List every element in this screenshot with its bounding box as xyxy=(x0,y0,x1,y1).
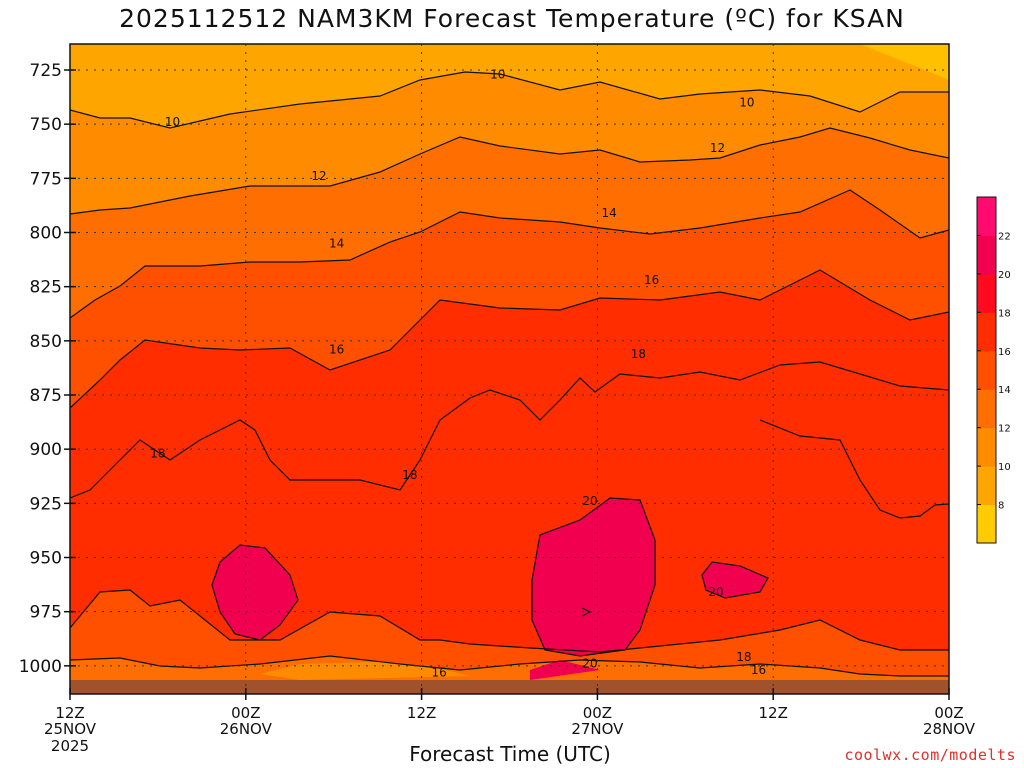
x-tick-label-0: 12Z xyxy=(55,704,84,722)
colorbar-segment-0 xyxy=(977,504,996,544)
colorbar-label-16: 16 xyxy=(998,347,1011,358)
colorbar-segment-8 xyxy=(977,197,996,236)
isotherm-20-right xyxy=(701,561,769,599)
y-tick-label-875: 875 xyxy=(30,386,62,406)
y-tick-label-975: 975 xyxy=(30,603,62,623)
x-tick-label-2: 12Z xyxy=(407,704,436,722)
colorbar-segment-3 xyxy=(977,389,996,429)
x-tick-date-3: 27NOV xyxy=(571,720,624,738)
colorbar-label-12: 12 xyxy=(998,424,1011,435)
contour-label-14: 16 xyxy=(751,663,766,677)
colorbar-label-18: 18 xyxy=(998,308,1011,319)
isotherm-16 xyxy=(70,269,949,409)
ground-surface xyxy=(70,680,949,694)
colorbar-frame xyxy=(976,196,997,544)
contour-line-layer xyxy=(70,71,949,677)
x-tick-label-3: 00Z xyxy=(583,704,612,722)
x-tick-label-1: 00Z xyxy=(231,704,260,722)
band-fill-20-left-blob xyxy=(212,545,298,640)
x-tick-date-0: 25NOV xyxy=(44,720,97,738)
contour-label-8: 16 xyxy=(329,343,344,357)
contour-label-5: 14 xyxy=(329,236,344,250)
colorbar-segment-4 xyxy=(977,350,996,390)
y-tick-label-800: 800 xyxy=(30,224,62,244)
band-fill-top-peak xyxy=(860,44,949,80)
band-fill-12-14 xyxy=(70,72,949,214)
x-tick-year-0: 2025 xyxy=(51,737,89,755)
contour-fill-layer xyxy=(70,44,949,680)
band-fill-16-18 xyxy=(70,190,949,408)
x-axis-label: Forecast Time (UTC) xyxy=(409,742,611,766)
isotherm-14 xyxy=(70,189,949,319)
y-tick-label-1000: 1000 xyxy=(19,657,62,677)
colorbar-label-10: 10 xyxy=(998,462,1011,473)
contour-label-1: 10 xyxy=(165,115,180,129)
contour-label-12: 18 xyxy=(736,650,751,664)
contour-label-9: 18 xyxy=(150,447,165,461)
contour-label-6: 14 xyxy=(601,206,616,220)
y-tick-label-850: 850 xyxy=(30,332,62,352)
contour-label-0: 10 xyxy=(490,67,505,81)
y-axis: 725 750 775 800 825 850 875 900 925 950 975 1000 xyxy=(19,61,76,677)
y-tick-label-750: 750 xyxy=(30,115,62,135)
contour-label-17: 20 xyxy=(582,657,597,671)
contour-label-10: 18 xyxy=(402,468,417,482)
colorbar-segment-5 xyxy=(977,312,996,352)
plot-frame xyxy=(69,43,950,695)
x-tick-label-5: 00Z xyxy=(934,704,963,722)
contour-label-7: 16 xyxy=(644,273,659,287)
contour-label-11: 18 xyxy=(631,347,646,361)
isotherm-18-right xyxy=(759,419,949,519)
band-fill-20-surface xyxy=(530,660,600,680)
isotherm-12 xyxy=(70,127,949,215)
isotherm-10 xyxy=(70,71,949,129)
colorbar-segment-2 xyxy=(977,427,996,467)
chart-title: 2025112512 NAM3KM Forecast Temperature (… xyxy=(119,4,905,33)
y-tick-label-825: 825 xyxy=(30,278,62,298)
y-tick-label-900: 900 xyxy=(30,440,62,460)
colorbar-label-20: 20 xyxy=(998,270,1011,281)
colorbar-segment-6 xyxy=(977,273,996,313)
contour-label-13: 16 xyxy=(432,665,447,679)
contour-label-4: 12 xyxy=(710,141,725,155)
colorbar: 8 10 12 14 16 18 20 22 xyxy=(976,196,1011,544)
colorbar-label-14: 14 xyxy=(998,385,1011,396)
y-tick-label-950: 950 xyxy=(30,549,62,569)
source-credit: coolwx.com/modelts xyxy=(844,746,1016,764)
isotherm-18-upper xyxy=(70,361,949,499)
colorbar-segment-7 xyxy=(977,235,996,275)
y-tick-label-725: 725 xyxy=(30,61,62,81)
colorbar-label-8: 8 xyxy=(998,501,1004,512)
band-fill-near-surface xyxy=(70,590,949,680)
y-tick-label-925: 925 xyxy=(30,494,62,514)
x-tick-label-4: 12Z xyxy=(759,704,788,722)
band-fill-14-16 xyxy=(70,128,949,318)
band-fill-18-20-upper xyxy=(70,270,949,498)
x-tick-date-5: 28NOV xyxy=(923,720,976,738)
band-fill-surface-14 xyxy=(260,662,470,680)
contour-label-2: 10 xyxy=(739,96,754,110)
x-tick-date-1: 26NOV xyxy=(220,720,273,738)
colorbar-label-22: 22 xyxy=(998,231,1011,242)
isotherm-20-center xyxy=(531,497,656,657)
isotherm-20-left xyxy=(211,544,299,641)
contour-label-15: 20 xyxy=(582,494,597,508)
colorbar-segment-1 xyxy=(977,466,996,506)
contour-label-16: 20 xyxy=(708,585,723,599)
isotherm-surface xyxy=(70,655,949,677)
band-fill-20-center-blob xyxy=(532,498,655,656)
contour-label-3: 12 xyxy=(311,169,326,183)
band-fill-10-12 xyxy=(70,44,949,128)
y-tick-label-775: 775 xyxy=(30,169,62,189)
isotherm-near-surface xyxy=(70,589,949,653)
